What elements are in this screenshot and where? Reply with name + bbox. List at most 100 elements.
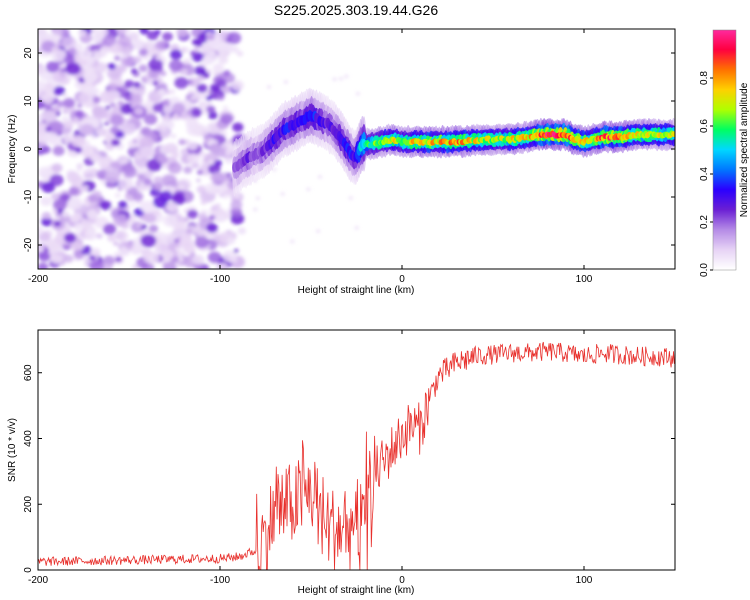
noise-blob xyxy=(49,174,64,187)
colorbar-cell xyxy=(713,78,736,81)
colorbar-cell xyxy=(713,92,736,95)
colorbar-cell xyxy=(713,64,736,67)
noise-blob xyxy=(109,102,116,108)
noise-blob xyxy=(76,167,83,172)
noise-blob xyxy=(102,263,113,269)
noise-blob xyxy=(77,29,87,37)
noise-blob xyxy=(43,131,59,144)
colorbar-cell xyxy=(713,192,736,195)
colorbar-cell xyxy=(713,244,736,247)
noise-blob xyxy=(171,193,186,206)
noise-blob xyxy=(65,62,81,75)
bottom-y-tick-label: 0 xyxy=(23,567,34,573)
noise-blob xyxy=(128,32,140,41)
noise-blob xyxy=(152,209,161,217)
noise-blob xyxy=(332,77,337,81)
noise-blobs xyxy=(38,29,360,269)
noise-blob xyxy=(130,68,138,74)
noise-blob xyxy=(157,88,168,97)
colorbar-cell xyxy=(713,86,736,89)
noise-blob xyxy=(183,166,193,174)
noise-blob xyxy=(87,194,98,203)
noise-blob xyxy=(105,105,111,110)
bottom-x-tick-label: 100 xyxy=(576,575,593,586)
noise-blob xyxy=(168,59,183,72)
colorbar-cell xyxy=(713,264,736,267)
colorbar-cell xyxy=(713,234,736,237)
noise-blob xyxy=(198,151,207,158)
noise-blob xyxy=(176,178,192,191)
noise-blob xyxy=(51,163,63,173)
noise-blob xyxy=(108,183,114,188)
noise-blob xyxy=(117,155,129,165)
noise-blob xyxy=(230,200,243,210)
noise-blob xyxy=(78,49,93,61)
colorbar-cell xyxy=(713,110,736,113)
colorbar-axis: 0.0 0.2 0.4 0.6 0.8 xyxy=(699,71,713,277)
colorbar-cell xyxy=(713,162,736,165)
noise-blob xyxy=(217,94,225,101)
ridge-blob xyxy=(671,131,675,138)
noise-blob xyxy=(43,214,51,220)
noise-blob xyxy=(182,69,188,75)
noise-blob xyxy=(102,35,117,47)
noise-blob xyxy=(225,38,232,43)
top-y-tick-label: -10 xyxy=(23,189,34,204)
noise-blob xyxy=(152,80,159,86)
noise-blob xyxy=(48,120,64,133)
noise-blob xyxy=(45,126,52,132)
noise-blob xyxy=(115,230,129,242)
colorbar-cell xyxy=(713,224,736,227)
colorbar-cell xyxy=(713,228,736,231)
noise-blob xyxy=(115,213,128,224)
noise-blob xyxy=(163,113,171,120)
noise-blob xyxy=(206,33,215,41)
noise-blob xyxy=(61,210,70,217)
colorbar-cell xyxy=(713,154,736,157)
colorbar-cell xyxy=(713,46,736,49)
noise-blob xyxy=(216,262,229,269)
noise-blob xyxy=(117,100,124,107)
colorbar-cell xyxy=(713,232,736,235)
colorbar-cell xyxy=(713,158,736,161)
noise-blob xyxy=(128,94,143,106)
noise-blob xyxy=(165,202,179,213)
noise-blob xyxy=(92,96,101,104)
colorbar-cell xyxy=(713,242,736,245)
colorbar-cell xyxy=(713,124,736,127)
noise-blob xyxy=(107,63,116,70)
colorbar-cell xyxy=(713,136,736,139)
noise-blob xyxy=(41,181,55,193)
top-y-tick-label: -20 xyxy=(23,237,34,252)
noise-blob xyxy=(226,143,235,151)
noise-blob xyxy=(132,139,138,144)
noise-blob xyxy=(75,110,85,119)
noise-blob xyxy=(164,142,178,155)
noise-blob xyxy=(167,161,182,174)
colorbar-cell xyxy=(713,30,736,33)
noise-blob xyxy=(355,92,360,96)
noise-blob xyxy=(38,232,51,243)
noise-blob xyxy=(115,256,122,263)
colorbar-cell xyxy=(713,180,736,183)
colorbar-tick-label: 0.2 xyxy=(699,215,710,229)
ridge-blobs xyxy=(232,87,675,197)
colorbar-cell xyxy=(713,148,736,151)
noise-blob xyxy=(212,63,224,73)
noise-blob xyxy=(38,166,52,178)
noise-blob xyxy=(118,200,128,209)
noise-blob xyxy=(89,87,100,96)
noise-blob xyxy=(156,155,168,165)
noise-blob xyxy=(73,117,79,122)
noise-blob xyxy=(95,127,106,137)
noise-blob xyxy=(132,56,142,64)
noise-blob xyxy=(139,29,149,35)
colorbar-cell xyxy=(713,252,736,255)
noise-blob xyxy=(38,80,47,91)
noise-blob xyxy=(51,46,60,54)
noise-blob xyxy=(170,133,177,139)
noise-blob xyxy=(38,247,43,252)
noise-blob xyxy=(143,170,154,179)
noise-blob xyxy=(138,64,148,73)
colorbar-cell xyxy=(713,104,736,107)
